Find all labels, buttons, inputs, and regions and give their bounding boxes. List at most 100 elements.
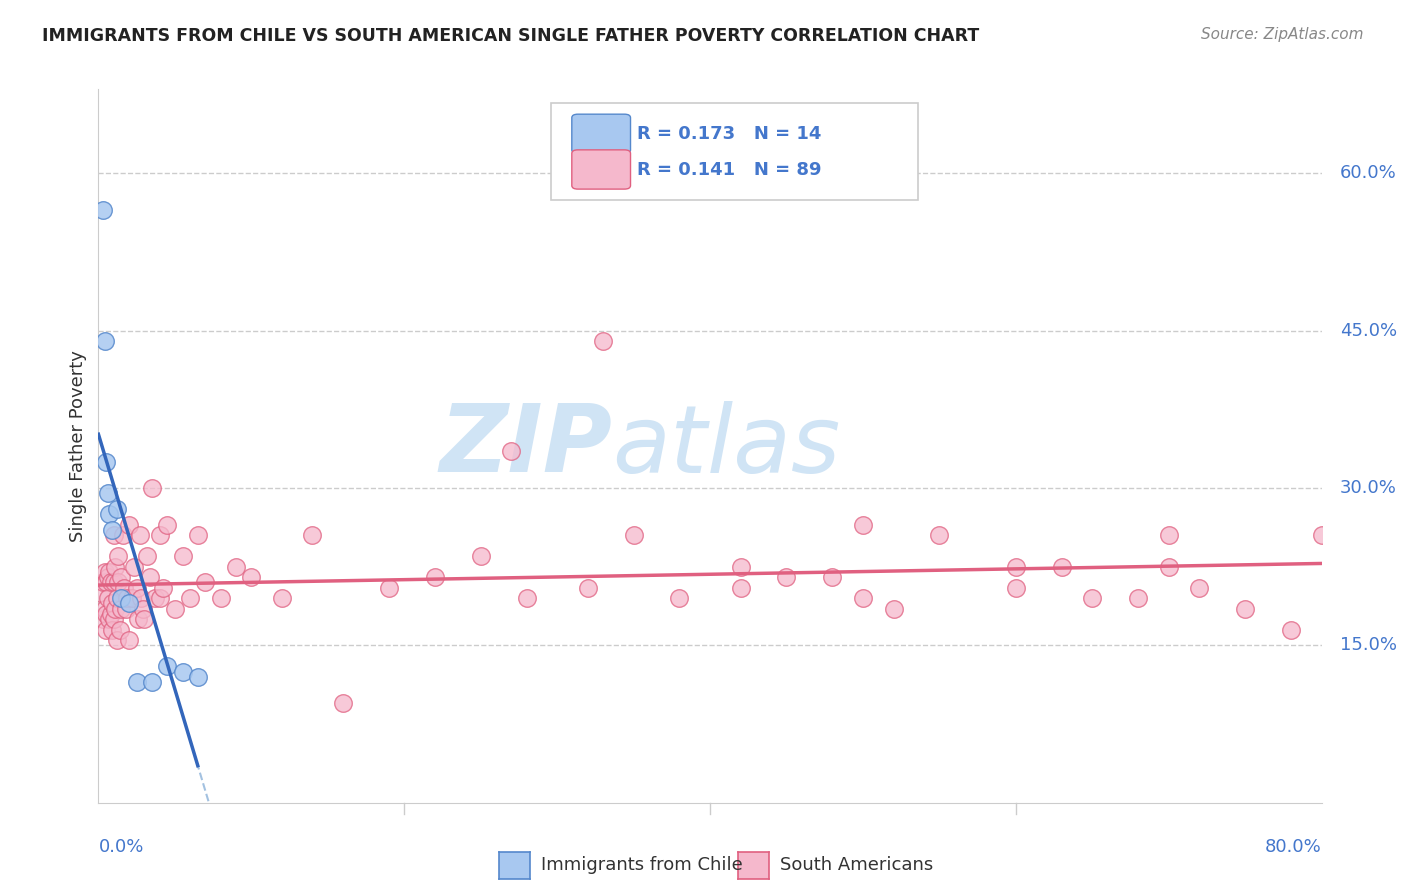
Text: IMMIGRANTS FROM CHILE VS SOUTH AMERICAN SINGLE FATHER POVERTY CORRELATION CHART: IMMIGRANTS FROM CHILE VS SOUTH AMERICAN … <box>42 27 980 45</box>
Point <box>112 581 135 595</box>
Point <box>101 596 124 610</box>
Point <box>141 675 163 690</box>
Point <box>125 581 148 595</box>
Point <box>103 528 125 542</box>
FancyBboxPatch shape <box>572 150 630 189</box>
Text: R = 0.173   N = 14: R = 0.173 N = 14 <box>637 125 821 143</box>
Point <box>115 601 138 615</box>
Point <box>134 612 156 626</box>
Point <box>93 601 115 615</box>
FancyBboxPatch shape <box>551 103 918 200</box>
Point <box>1157 559 1180 574</box>
Point <box>852 517 875 532</box>
Point <box>117 591 139 606</box>
Point <box>118 596 141 610</box>
Point <box>378 581 401 595</box>
Point <box>156 659 179 673</box>
Point <box>194 575 217 590</box>
Point <box>852 591 875 606</box>
Point <box>668 591 690 606</box>
Point <box>90 586 112 600</box>
Point <box>101 623 124 637</box>
Point <box>470 549 492 564</box>
Text: South Americans: South Americans <box>780 856 934 874</box>
Point <box>1157 528 1180 542</box>
Point <box>94 575 117 590</box>
Point <box>172 549 194 564</box>
Point <box>125 675 148 690</box>
Point <box>91 575 114 590</box>
Point <box>104 601 127 615</box>
Point <box>1128 591 1150 606</box>
Point <box>136 549 159 564</box>
Point <box>301 528 323 542</box>
Point <box>105 591 128 606</box>
Point <box>101 523 124 537</box>
Text: 30.0%: 30.0% <box>1340 479 1398 497</box>
Point <box>501 444 523 458</box>
Point <box>104 559 127 574</box>
Point <box>129 591 152 606</box>
Point <box>97 591 120 606</box>
Text: ZIP: ZIP <box>439 400 612 492</box>
Point <box>1004 559 1026 574</box>
Text: R = 0.141   N = 89: R = 0.141 N = 89 <box>637 161 821 178</box>
Point <box>730 559 752 574</box>
Point <box>121 591 143 606</box>
Point <box>100 575 122 590</box>
Point <box>143 591 166 606</box>
Point <box>1310 528 1333 542</box>
Point <box>91 612 114 626</box>
Point <box>163 601 186 615</box>
Text: 15.0%: 15.0% <box>1340 636 1398 655</box>
Text: 0.0%: 0.0% <box>98 838 143 856</box>
Point <box>128 528 150 542</box>
Point <box>152 581 174 595</box>
Point <box>172 665 194 679</box>
Point <box>108 623 131 637</box>
Point <box>94 455 117 469</box>
Point <box>775 570 797 584</box>
Point <box>1050 559 1073 574</box>
Point <box>103 612 125 626</box>
Point <box>821 570 844 584</box>
FancyBboxPatch shape <box>572 114 630 153</box>
Point <box>98 565 121 579</box>
Point <box>98 507 121 521</box>
Point <box>928 528 950 542</box>
Point <box>107 575 129 590</box>
Point <box>240 570 263 584</box>
Point <box>156 517 179 532</box>
Point <box>187 670 209 684</box>
Point <box>209 591 232 606</box>
Point <box>118 633 141 648</box>
Point <box>94 607 117 621</box>
Point <box>93 334 115 348</box>
Point <box>592 334 614 348</box>
Point <box>332 696 354 710</box>
Point <box>149 528 172 542</box>
Point <box>179 591 201 606</box>
Point <box>91 202 114 217</box>
Point <box>97 570 120 584</box>
Text: Source: ZipAtlas.com: Source: ZipAtlas.com <box>1201 27 1364 42</box>
Point <box>623 528 645 542</box>
Y-axis label: Single Father Poverty: Single Father Poverty <box>69 350 87 542</box>
Point <box>110 591 132 606</box>
Point <box>883 601 905 615</box>
Point <box>516 591 538 606</box>
Point <box>149 591 172 606</box>
Point <box>103 575 125 590</box>
Text: 45.0%: 45.0% <box>1340 321 1398 340</box>
Point <box>1234 601 1257 615</box>
Point <box>105 502 128 516</box>
Point <box>105 633 128 648</box>
Point <box>730 581 752 595</box>
Point <box>118 517 141 532</box>
Point <box>122 559 145 574</box>
Point <box>576 581 599 595</box>
Point <box>423 570 446 584</box>
Point <box>110 601 132 615</box>
Text: 80.0%: 80.0% <box>1265 838 1322 856</box>
Point <box>93 565 115 579</box>
